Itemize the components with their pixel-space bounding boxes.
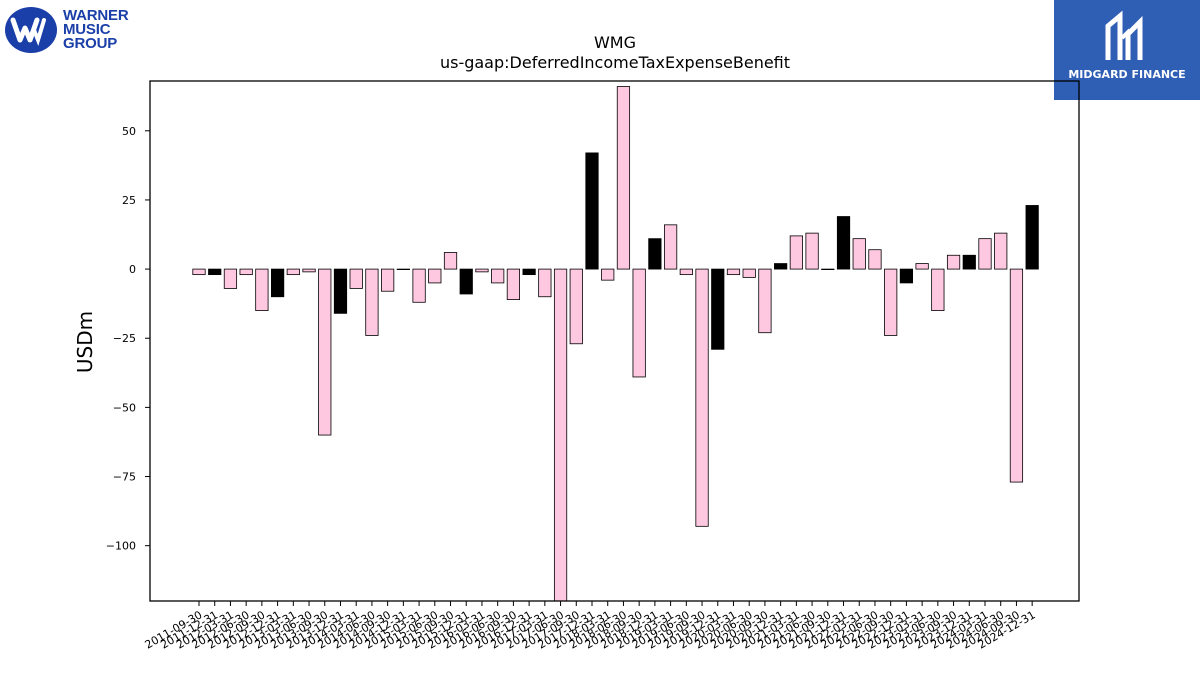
bar-2018-12-31 xyxy=(648,238,662,270)
bar-2019-12-31 xyxy=(711,268,725,350)
bar-2016-06-30 xyxy=(491,268,505,284)
bar-2015-12-31 xyxy=(459,268,473,295)
bar-2017-03-31 xyxy=(538,268,552,298)
wmg-logo: WARNER MUSIC GROUP xyxy=(4,6,129,54)
bar-2021-06-30 xyxy=(805,232,819,270)
midgard-finance-logo: MIDGARD FINANCE xyxy=(1054,0,1200,100)
bar-2022-12-31 xyxy=(899,268,914,284)
y-tick-label: −75 xyxy=(113,471,136,484)
bar-2020-09-30 xyxy=(758,268,772,334)
bar-2023-03-31 xyxy=(915,263,929,270)
bar-2014-09-30 xyxy=(381,268,395,292)
bar-2018-03-31 xyxy=(601,268,615,281)
bar-2015-06-30 xyxy=(428,268,442,284)
wmg-logo-line1: WARNER xyxy=(63,7,129,24)
bar-2015-03-31 xyxy=(412,268,426,303)
bar-2011-12-31 xyxy=(208,268,222,276)
y-tick-label: −25 xyxy=(113,332,136,345)
bar-2019-09-30 xyxy=(695,268,709,527)
wmg-logo-line2: MUSIC xyxy=(63,21,111,38)
bar-2023-06-30 xyxy=(931,268,945,311)
bar-2018-09-30 xyxy=(632,268,646,378)
bar-2014-03-31 xyxy=(349,268,363,289)
bar-2022-06-30 xyxy=(868,249,882,270)
bar-2023-09-30 xyxy=(946,254,961,270)
wmg-logo-text: WARNER MUSIC GROUP xyxy=(63,7,129,52)
bar-2012-06-30 xyxy=(239,268,253,276)
bar-2015-09-30 xyxy=(443,252,458,270)
y-axis: 50 25 0 −25 −50 −75 −100 xyxy=(106,125,150,553)
bar-2011-09-30 xyxy=(192,268,206,276)
bar-2017-06-30 xyxy=(553,268,568,602)
y-tick-label: 50 xyxy=(122,125,136,138)
bar-2021-03-31 xyxy=(789,235,803,270)
bar-2018-06-30 xyxy=(616,86,631,270)
bar-2014-06-30 xyxy=(365,268,379,336)
bar-2013-09-30 xyxy=(318,268,332,436)
y-axis-label: USDm xyxy=(73,311,97,373)
midgard-logo-icon xyxy=(1105,10,1143,60)
wmg-logo-line3: GROUP xyxy=(63,35,118,52)
plot-frame xyxy=(149,80,1080,602)
bar-2012-09-30 xyxy=(255,268,269,311)
bar-2024-03-31 xyxy=(978,238,992,270)
x-axis: 2011-09-302011-12-312012-03-312012-06-30… xyxy=(143,601,1038,652)
bar-2021-09-30 xyxy=(821,268,835,270)
y-tick-label: −50 xyxy=(113,401,136,414)
bar-2016-09-30 xyxy=(506,268,521,300)
chart-subtitle: us-gaap:DeferredIncomeTaxExpenseBenefit xyxy=(440,53,790,72)
bar-2024-12-31 xyxy=(1025,205,1039,270)
midgard-logo-text: MIDGARD FINANCE xyxy=(1068,68,1186,81)
bar-2013-12-31 xyxy=(333,268,348,314)
bar-2020-12-31 xyxy=(774,263,788,270)
y-tick-label: −100 xyxy=(106,540,136,553)
bar-2013-06-30 xyxy=(302,268,316,273)
bar-2024-06-30 xyxy=(994,232,1008,270)
bar-2019-06-30 xyxy=(679,268,693,276)
bar-2024-09-30 xyxy=(1009,268,1024,483)
bar-2012-12-31 xyxy=(270,268,285,298)
bar-2022-03-31 xyxy=(852,238,866,270)
bar-2016-03-31 xyxy=(475,268,489,273)
bar-2023-12-31 xyxy=(962,254,976,270)
wmg-logo-icon xyxy=(5,7,57,53)
y-tick-label: 25 xyxy=(122,194,136,207)
bar-2020-06-30 xyxy=(742,268,756,278)
bar-2020-03-31 xyxy=(726,268,741,276)
bar-2017-12-31 xyxy=(585,152,599,270)
bar-2019-03-31 xyxy=(664,224,678,270)
bar-2013-03-31 xyxy=(286,268,300,276)
bar-2021-12-31 xyxy=(836,216,851,270)
bar-2016-12-31 xyxy=(522,268,536,276)
bars-group xyxy=(192,86,1039,602)
y-tick-label: 0 xyxy=(129,263,136,276)
bar-2014-12-31 xyxy=(396,268,410,270)
bar-2022-09-30 xyxy=(884,268,898,336)
bar-2017-09-30 xyxy=(569,268,583,345)
chart-title: WMG xyxy=(594,33,636,52)
bar-2012-03-31 xyxy=(223,268,238,289)
